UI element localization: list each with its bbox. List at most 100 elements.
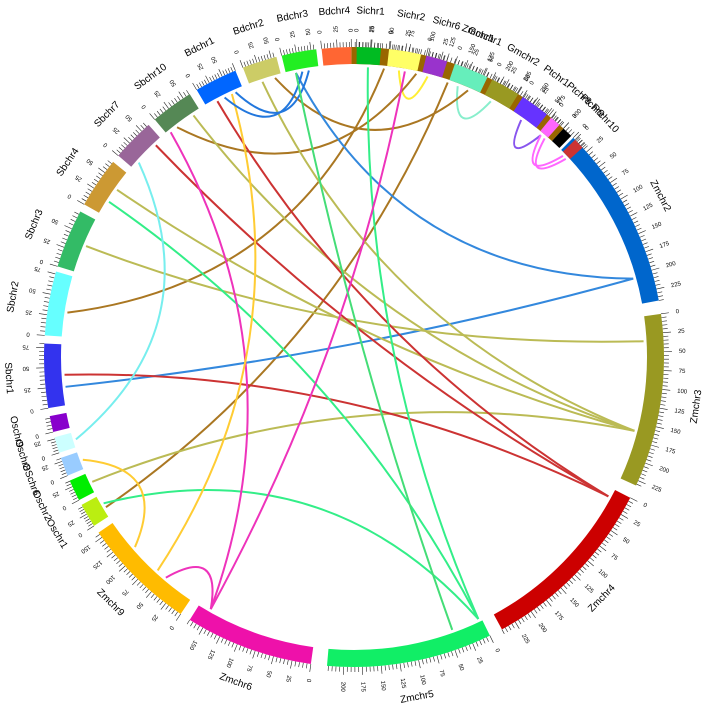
tick-mark — [422, 659, 423, 664]
chromosome-label-sichr1: Sichr1 — [356, 5, 385, 17]
tick-mark — [569, 580, 572, 584]
tick-mark — [119, 147, 123, 150]
tick-mark — [116, 561, 120, 564]
tick-mark — [280, 48, 282, 56]
chromosome-label-bdchr2: Bdchr2 — [232, 17, 266, 37]
tick-mark — [65, 487, 72, 490]
tick-mark — [143, 123, 146, 127]
tick-mark — [552, 595, 555, 599]
tick-label: 0 — [39, 257, 45, 264]
tick-mark — [657, 423, 662, 424]
tick-mark — [647, 460, 652, 462]
tick-mark — [656, 287, 664, 289]
tick-label: 225 — [520, 633, 531, 645]
tick-mark — [602, 543, 606, 546]
tick-label: 0 — [317, 29, 323, 34]
tick-mark — [505, 628, 507, 632]
tick-mark — [43, 306, 48, 307]
tick-mark — [490, 74, 492, 78]
tick-mark — [558, 590, 561, 594]
tick-mark — [265, 654, 266, 659]
tick-mark — [568, 129, 571, 133]
tick-mark — [119, 563, 123, 566]
tick-label: 50 — [125, 112, 134, 121]
tick-mark — [43, 310, 48, 311]
tick-mark — [114, 558, 118, 561]
tick-mark — [619, 193, 623, 196]
tick-mark — [653, 273, 658, 274]
tick-label: 175 — [659, 241, 671, 250]
tick-mark — [246, 648, 248, 653]
tick-mark — [399, 45, 400, 50]
tick-mark — [132, 577, 136, 581]
tick-mark — [515, 622, 519, 629]
tick-mark — [81, 512, 85, 514]
tick-mark — [64, 225, 71, 228]
tick-mark — [128, 137, 132, 140]
tick-mark — [57, 253, 62, 255]
tick-label: 25 — [42, 236, 51, 244]
tick-mark — [54, 261, 59, 263]
tick-mark — [615, 186, 619, 189]
tick-label: 200 — [665, 261, 677, 270]
tick-label: 25 — [112, 125, 121, 134]
tick-label: 50 — [264, 670, 272, 679]
tick-mark — [69, 489, 74, 491]
tick-mark — [441, 52, 443, 60]
tick-label: 75 — [120, 587, 129, 596]
tick-mark — [269, 51, 271, 59]
tick-mark — [290, 661, 292, 669]
tick-mark — [473, 66, 475, 71]
tick-mark — [587, 147, 593, 152]
tick-label: 50 — [169, 78, 178, 87]
tick-label: 0 — [40, 454, 46, 461]
tick-mark — [415, 661, 416, 666]
tick-mark — [73, 497, 77, 499]
tick-mark — [512, 624, 515, 628]
tick-label: 0 — [141, 103, 148, 110]
tick-label: 125 — [205, 648, 215, 660]
tick-mark — [597, 549, 601, 552]
tick-mark — [437, 656, 439, 664]
tick-mark — [261, 56, 262, 61]
tick-mark — [662, 389, 670, 390]
chromosome-band — [61, 452, 83, 475]
tick-mark — [628, 210, 632, 212]
tick-mark — [597, 161, 601, 164]
tick-mark — [637, 484, 642, 486]
tick-mark — [648, 456, 653, 458]
tick-mark — [197, 84, 199, 88]
tick-mark — [82, 199, 86, 202]
tick-mark — [473, 643, 476, 650]
tick-mark — [176, 614, 180, 621]
tick-mark — [647, 254, 652, 256]
tick-label: 25 — [24, 308, 32, 315]
tick-mark — [455, 650, 458, 658]
tick-mark — [651, 445, 659, 447]
tick-mark — [500, 79, 502, 83]
tick-label: 50 — [621, 537, 630, 546]
tick-mark — [143, 587, 146, 591]
tick-label: 175 — [665, 447, 677, 456]
tick-mark — [549, 110, 554, 116]
tick-mark — [566, 127, 569, 131]
tick-label: 200 — [339, 682, 345, 693]
tick-mark — [438, 54, 439, 59]
chromosome-label-bdchr4: Bdchr4 — [318, 5, 351, 18]
tick-mark — [638, 481, 645, 484]
tick-mark — [649, 261, 654, 263]
tick-mark — [204, 80, 206, 84]
tick-mark — [250, 650, 252, 655]
tick-mark — [659, 300, 664, 301]
tick-mark — [640, 477, 645, 479]
tick-mark — [579, 140, 583, 143]
tick-mark — [163, 107, 166, 111]
tick-mark — [302, 663, 303, 668]
tick-mark — [95, 537, 102, 542]
chromosome-label-sichr6: Sichr6 — [431, 15, 462, 33]
tick-mark — [289, 49, 290, 54]
link-bdchr3-zmchr5 — [296, 73, 452, 630]
